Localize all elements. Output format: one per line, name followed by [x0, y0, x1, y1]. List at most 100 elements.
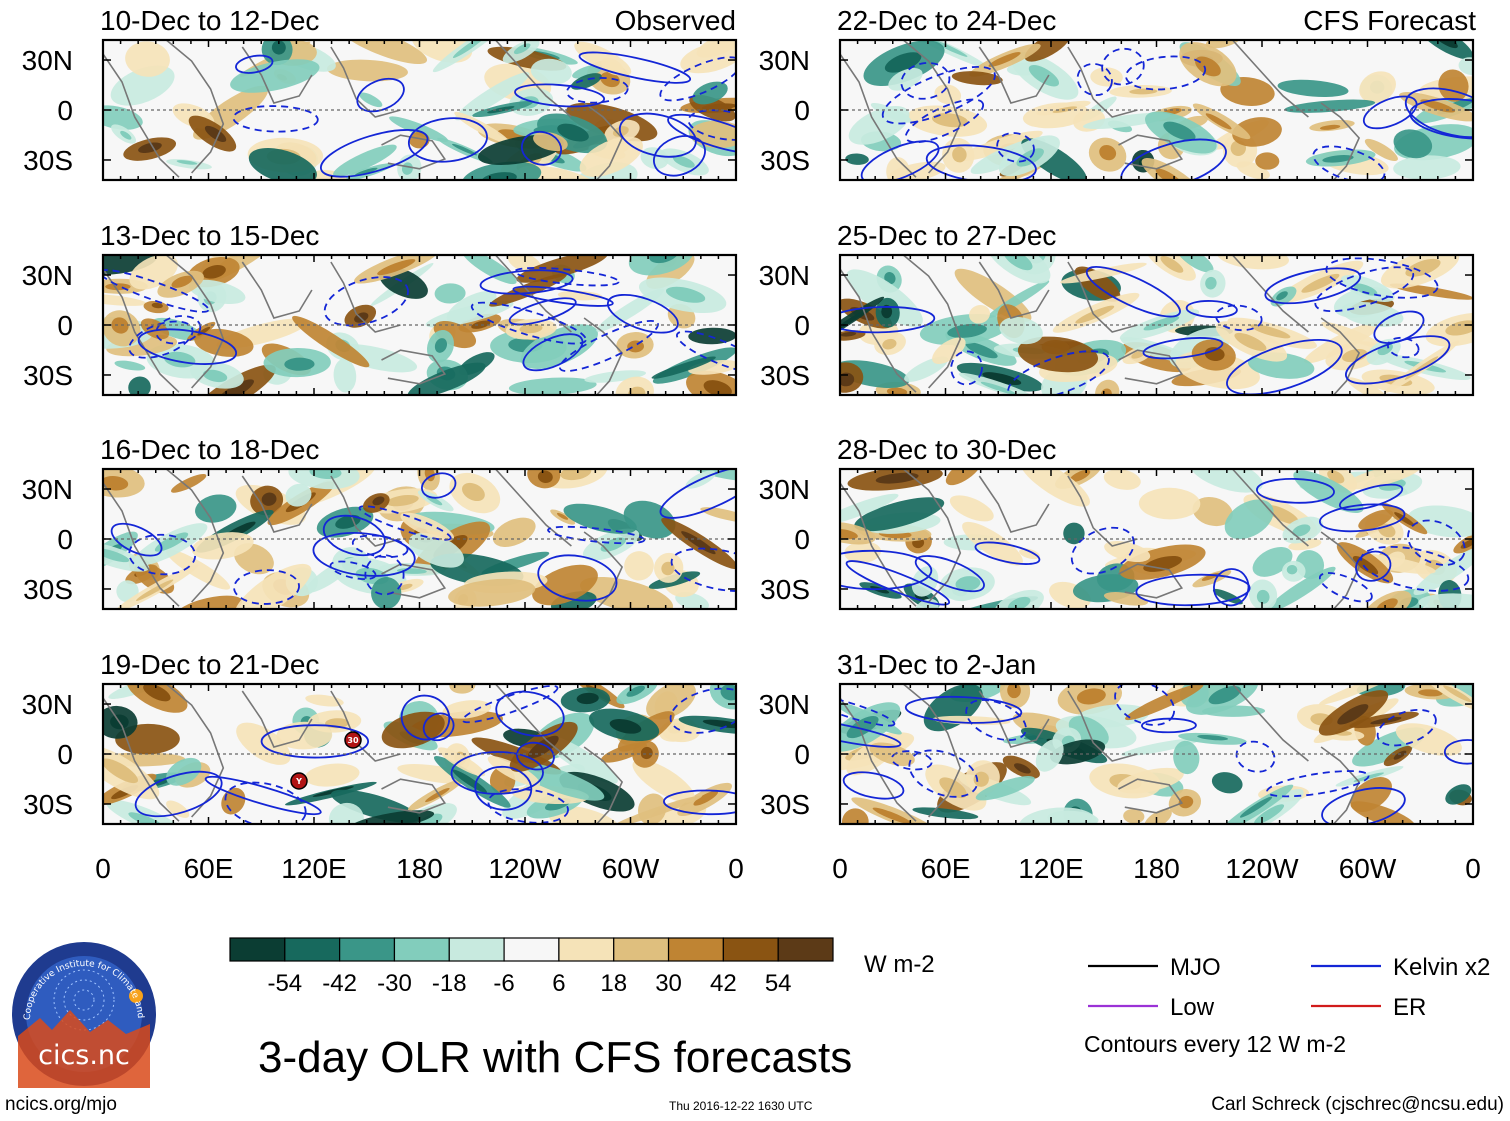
olr-anomaly-patch — [449, 684, 476, 694]
olr-anomaly-core — [681, 531, 716, 555]
footer-website: ncics.org/mjo — [5, 1094, 117, 1115]
coastline — [978, 690, 1050, 748]
olr-anomaly-core — [151, 302, 163, 309]
map-panel: 30N 0 30S 19-Dec to 21-Dec — [22, 649, 738, 826]
y-tick-label: 0 — [57, 310, 73, 341]
kelvin-contour — [881, 66, 996, 125]
olr-anomaly-patch — [841, 808, 869, 824]
y-tick-label: 30N — [22, 689, 73, 720]
coastline — [1067, 475, 1138, 547]
kelvin-contour — [1076, 62, 1113, 97]
olr-anomaly-core — [840, 310, 865, 334]
kelvin-contour — [1141, 717, 1197, 734]
kelvin-contour — [358, 505, 452, 541]
kelvin-contour — [235, 54, 274, 74]
olr-anomaly-core — [203, 369, 228, 383]
olr-anomaly-patch — [1393, 129, 1433, 159]
olr-anomaly-patch — [934, 84, 962, 105]
kelvin-contour — [508, 297, 577, 326]
wave-marker-label: Y — [295, 777, 302, 786]
kelvin-contour — [400, 694, 451, 741]
olr-anomaly-core — [703, 380, 732, 395]
kelvin-contour — [842, 771, 905, 800]
olr-anomaly-core — [309, 469, 342, 480]
panel-period-label: 19-Dec to 21-Dec — [100, 649, 319, 680]
kelvin-contour — [1376, 708, 1437, 747]
olr-anomaly-patch — [1019, 548, 1040, 560]
olr-anomaly-core — [1143, 555, 1183, 572]
olr-anomaly-patch — [448, 578, 536, 607]
olr-anomaly-patch — [949, 495, 994, 522]
olr-anomaly-core — [462, 482, 485, 502]
kelvin-contour — [974, 541, 1041, 565]
olr-anomaly-patch — [1358, 509, 1394, 530]
olr-anomaly-patch — [304, 763, 360, 787]
y-tick-label: 30S — [23, 789, 73, 820]
olr-anomaly-core — [840, 372, 855, 387]
kelvin-contour — [512, 285, 614, 307]
coastline — [241, 46, 313, 104]
coastline — [103, 268, 180, 393]
olr-anomaly-core — [451, 143, 477, 156]
olr-anomaly-core — [1163, 121, 1196, 141]
olr-anomaly-patch — [579, 136, 643, 177]
kelvin-contour — [470, 301, 587, 345]
olr-anomaly-core — [939, 777, 967, 799]
olr-anomaly-core — [982, 372, 1022, 386]
kelvin-contour — [537, 554, 618, 602]
coastline — [1231, 469, 1309, 547]
olr-anomaly-patch — [438, 747, 486, 777]
kelvin-contour — [1264, 267, 1362, 305]
coastline — [1320, 317, 1361, 395]
olr-anomaly-core — [609, 719, 642, 734]
olr-anomaly-core — [1234, 332, 1267, 351]
kelvin-contour — [547, 525, 646, 545]
olr-anomaly-patch — [195, 494, 237, 523]
kelvin-contour — [134, 770, 223, 818]
y-tick-label: 30S — [23, 145, 73, 176]
olr-anomaly-core — [628, 386, 646, 395]
x-tick-label: 120E — [1018, 853, 1083, 884]
olr-anomaly-patch — [1224, 499, 1274, 540]
kelvin-contour — [904, 98, 985, 144]
olr-anomaly-core — [154, 532, 189, 552]
kelvin-contour — [950, 350, 983, 386]
kelvin-contour — [900, 62, 951, 100]
olr-anomaly-patch — [700, 507, 736, 523]
olr-anomaly-patch — [912, 807, 979, 820]
olr-anomaly-core — [840, 331, 857, 337]
olr-anomaly-core — [1028, 64, 1060, 87]
olr-anomaly-core — [600, 72, 620, 88]
olr-anomaly-patch — [234, 563, 312, 609]
coastline — [241, 475, 313, 533]
olr-anomaly-core — [204, 125, 227, 142]
olr-anomaly-patch — [1344, 469, 1421, 490]
panel-period-label: 13-Dec to 15-Dec — [100, 220, 319, 251]
olr-anomaly-core — [1393, 750, 1407, 760]
olr-anomaly-core — [138, 142, 162, 154]
olr-anomaly-patch — [339, 40, 428, 65]
kelvin-contour — [925, 144, 1037, 180]
olr-anomaly-core — [513, 43, 531, 55]
olr-anomaly-core — [135, 579, 174, 601]
kelvin-contour — [676, 330, 736, 374]
kelvin-contour — [322, 514, 386, 557]
coastline — [1231, 684, 1309, 762]
olr-anomaly-patch — [846, 269, 923, 327]
olr-anomaly-core — [1276, 291, 1288, 301]
olr-anomaly-core — [1292, 524, 1311, 537]
olr-anomaly-core — [1160, 256, 1184, 273]
coastline — [381, 778, 447, 814]
olr-anomaly-core — [952, 146, 967, 163]
kelvin-contour — [128, 320, 194, 359]
colorbar-label: -30 — [377, 970, 412, 997]
kelvin-contour — [1338, 483, 1404, 511]
coastline — [165, 40, 225, 174]
olr-anomaly-patch — [454, 72, 530, 121]
olr-anomaly-patch — [1211, 772, 1243, 794]
y-tick-label: 30S — [760, 360, 810, 391]
olr-anomaly-patch — [570, 73, 602, 90]
kelvin-contour — [558, 319, 659, 372]
y-tick-label: 30S — [760, 789, 810, 820]
olr-anomaly-core — [1418, 689, 1443, 697]
